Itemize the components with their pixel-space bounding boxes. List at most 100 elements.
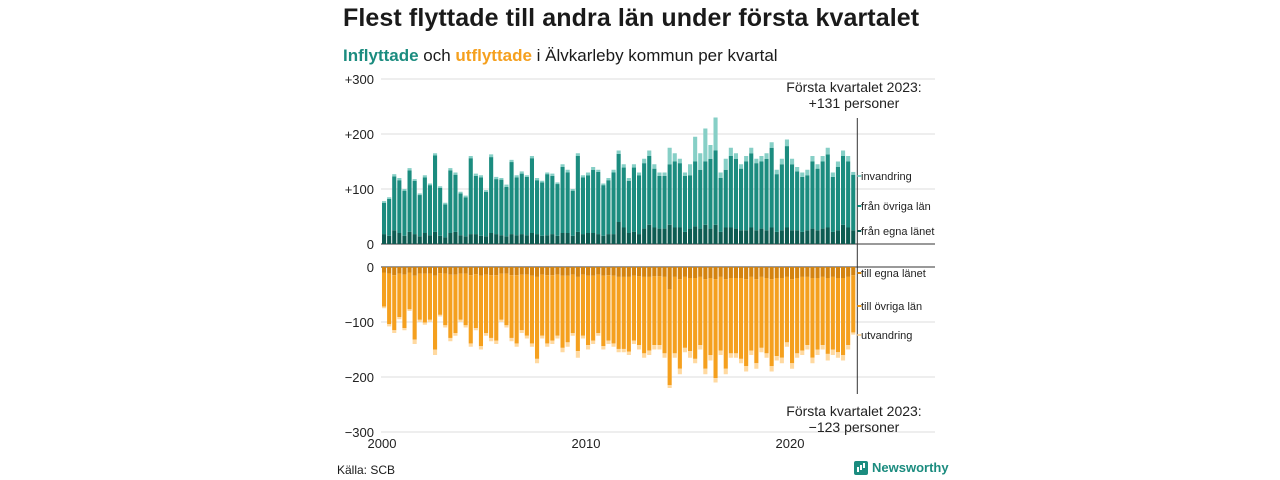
bar-outflow-egna <box>672 267 677 277</box>
bar-outflow-utvandring <box>708 355 713 361</box>
bar-inflow-ovriga <box>637 175 642 235</box>
bar-outflow-ovriga <box>754 279 759 364</box>
bar-inflow-invandring <box>565 169 570 173</box>
bar-outflow-egna <box>657 267 662 277</box>
bar-outflow-ovriga <box>591 275 596 341</box>
bar-inflow-egna <box>448 233 453 244</box>
bar-inflow-egna <box>693 226 698 244</box>
bar-inflow-ovriga <box>703 161 708 225</box>
bar-outflow-ovriga <box>815 278 820 350</box>
bar-inflow-invandring <box>586 172 591 176</box>
bar-inflow-ovriga <box>682 175 687 232</box>
bar-inflow-ovriga <box>631 167 636 232</box>
bar-inflow-invandring <box>580 175 585 178</box>
bar-outflow-ovriga <box>382 272 387 307</box>
bar-outflow-ovriga <box>489 275 494 338</box>
bar-outflow-utvandring <box>540 335 545 339</box>
bar-outflow-ovriga <box>463 273 468 326</box>
bar-outflow-egna <box>550 267 555 276</box>
bar-outflow-utvandring <box>652 345 657 350</box>
bar-inflow-ovriga <box>473 175 478 235</box>
bar-inflow-egna <box>519 234 524 244</box>
bar-outflow-ovriga <box>550 275 555 341</box>
bar-inflow-invandring <box>800 172 805 177</box>
bar-outflow-ovriga <box>407 272 412 310</box>
bar-inflow-egna <box>662 228 667 244</box>
bar-outflow-utvandring <box>453 333 458 336</box>
bar-inflow-ovriga <box>851 174 856 231</box>
bar-outflow-egna <box>733 267 738 278</box>
bar-inflow-egna <box>835 230 840 244</box>
bar-inflow-egna <box>718 231 723 244</box>
bar-outflow-egna <box>759 267 764 277</box>
bar-inflow-egna <box>611 234 616 244</box>
bar-inflow-egna <box>540 235 545 244</box>
bar-outflow-ovriga <box>499 273 504 320</box>
bar-inflow-ovriga <box>779 164 784 231</box>
bar-outflow-ovriga <box>657 276 662 346</box>
bar-inflow-ovriga <box>754 163 759 231</box>
bar-inflow-ovriga <box>489 157 494 233</box>
series-label-out: utvandring <box>861 330 912 342</box>
bar-inflow-invandring <box>672 153 677 162</box>
bar-inflow-ovriga <box>417 195 422 237</box>
bar-outflow-ovriga <box>805 276 810 346</box>
bar-inflow-egna <box>647 224 652 244</box>
bar-outflow-utvandring <box>790 363 795 369</box>
bar-inflow-ovriga <box>846 161 851 228</box>
bar-inflow-egna <box>509 234 514 244</box>
bar-inflow-invandring <box>433 153 438 156</box>
bar-outflow-ovriga <box>422 273 427 323</box>
bar-outflow-egna <box>392 267 397 276</box>
bar-inflow-invandring <box>560 164 565 167</box>
bar-outflow-egna <box>529 267 534 276</box>
bar-inflow-ovriga <box>422 177 427 233</box>
bar-inflow-egna <box>504 236 509 244</box>
annotation-top-line2: +131 personer <box>809 95 900 111</box>
bar-inflow-invandring <box>795 167 800 172</box>
bar-outflow-ovriga <box>519 274 524 331</box>
bar-outflow-egna <box>688 267 693 278</box>
bar-inflow-egna <box>545 235 550 244</box>
bar-outflow-utvandring <box>825 353 830 361</box>
bar-outflow-utvandring <box>769 366 774 372</box>
bar-outflow-utvandring <box>575 351 580 358</box>
bar-outflow-egna <box>795 267 800 278</box>
bar-outflow-ovriga <box>596 274 601 333</box>
bar-inflow-ovriga <box>790 164 795 231</box>
bar-outflow-ovriga <box>728 278 733 354</box>
bar-outflow-utvandring <box>473 328 478 331</box>
bar-inflow-ovriga <box>744 161 749 231</box>
bar-inflow-egna <box>433 231 438 244</box>
bar-outflow-egna <box>841 267 846 278</box>
bar-outflow-ovriga <box>535 276 540 359</box>
bar-outflow-egna <box>835 267 840 278</box>
bar-inflow-egna <box>417 236 422 244</box>
bar-outflow-ovriga <box>800 276 805 351</box>
bar-inflow-ovriga <box>591 169 596 233</box>
bar-inflow-invandring <box>616 150 621 154</box>
bar-outflow-egna <box>540 267 545 275</box>
bar-inflow-invandring <box>708 145 713 159</box>
bar-inflow-egna <box>677 227 682 244</box>
bar-inflow-ovriga <box>570 190 575 236</box>
bar-inflow-invandring <box>591 167 596 170</box>
bar-outflow-egna <box>570 267 575 275</box>
bar-outflow-ovriga <box>453 274 458 333</box>
bar-outflow-utvandring <box>580 335 585 339</box>
bar-inflow-egna <box>601 235 606 244</box>
bar-outflow-ovriga <box>733 278 738 354</box>
bar-inflow-ovriga <box>412 180 417 235</box>
bar-outflow-ovriga <box>586 275 591 346</box>
bar-outflow-ovriga <box>688 278 693 352</box>
bar-inflow-invandring <box>810 156 815 162</box>
bar-inflow-invandring <box>841 150 846 156</box>
bar-outflow-ovriga <box>790 279 795 364</box>
bar-outflow-ovriga <box>693 278 698 359</box>
bar-inflow-egna <box>769 227 774 244</box>
bar-outflow-utvandring <box>591 340 596 344</box>
bar-inflow-invandring <box>519 171 524 174</box>
bar-outflow-egna <box>693 267 698 278</box>
bar-outflow-utvandring <box>489 337 494 342</box>
bar-inflow-egna <box>800 231 805 244</box>
